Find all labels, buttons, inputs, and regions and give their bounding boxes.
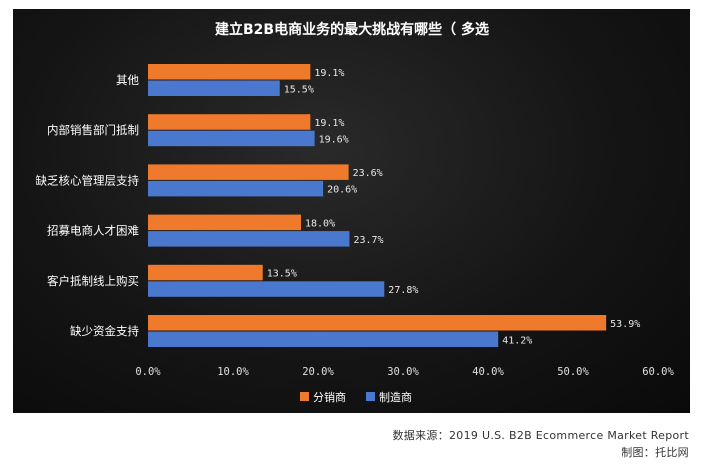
bar-manufacturer <box>148 281 385 297</box>
legend-swatch <box>300 392 309 401</box>
bar-distributor <box>148 214 301 231</box>
data-label: 13.5% <box>267 269 297 280</box>
bar-distributor <box>148 64 311 80</box>
data-label: 19.6% <box>319 134 349 145</box>
legend-label: 分销商 <box>313 390 346 404</box>
data-label: 20.6% <box>327 185 357 196</box>
data-label: 23.6% <box>353 168 383 179</box>
x-tick-label: 30.0% <box>387 366 419 378</box>
legend-label: 制造商 <box>379 390 412 404</box>
data-label: 23.7% <box>353 235 383 246</box>
bar-manufacturer <box>148 80 280 96</box>
bar-manufacturer <box>148 231 350 247</box>
data-label: 53.9% <box>610 319 640 330</box>
data-label: 18.0% <box>305 218 335 229</box>
x-tick-label: 10.0% <box>217 366 249 378</box>
bar-distributor <box>148 164 349 180</box>
bar-manufacturer <box>148 130 315 147</box>
category-label: 其他 <box>116 73 139 87</box>
x-tick-label: 50.0% <box>557 366 589 378</box>
data-label: 15.5% <box>284 84 314 95</box>
maker-note: 制图：托比网 <box>621 446 689 459</box>
bar-distributor <box>148 315 607 331</box>
data-label: 27.8% <box>388 285 418 296</box>
x-tick-label: 40.0% <box>472 366 504 378</box>
category-label: 缺乏核心管理层支持 <box>36 173 140 187</box>
source-note: 数据来源：2019 U.S. B2B Ecommerce Market Repo… <box>392 429 689 442</box>
category-label: 内部销售部门抵制 <box>47 123 139 137</box>
bar-distributor <box>148 114 311 130</box>
category-label: 客户抵制线上购买 <box>47 274 139 288</box>
bar-distributor <box>148 264 263 281</box>
legend-swatch <box>366 392 375 401</box>
data-label: 19.1% <box>314 68 344 79</box>
bar-manufacturer <box>148 180 324 197</box>
category-label: 缺少资金支持 <box>70 324 139 338</box>
x-tick-label: 20.0% <box>302 366 334 378</box>
bar-manufacturer <box>148 331 499 347</box>
x-tick-label: 0.0% <box>135 366 161 378</box>
data-label: 41.2% <box>502 335 532 346</box>
category-label: 招募电商人才困难 <box>47 224 139 238</box>
data-label: 19.1% <box>314 118 344 129</box>
chart-title: 建立B2B电商业务的最大挑战有哪些（ 多选 <box>215 21 489 38</box>
x-tick-label: 60.0% <box>642 366 674 378</box>
chart-panel: 建立B2B电商业务的最大挑战有哪些（ 多选 其他 19.1% 15.5% 内部销售部门抵… <box>13 9 690 413</box>
